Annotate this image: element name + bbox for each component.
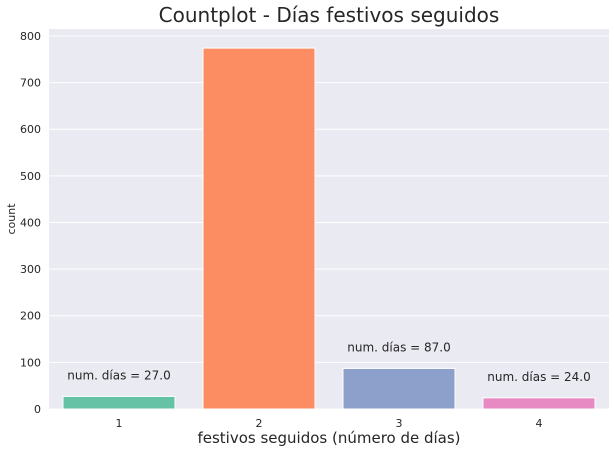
y-tick-label: 600: [20, 123, 41, 136]
data-labels: num. días = 27.0 num. días = 87.0 num. día…: [67, 340, 591, 383]
x-axis-label: festivos seguidos (número de días): [197, 429, 460, 447]
y-tick-label: 700: [20, 77, 41, 90]
y-axis-ticks: 0 100 200 300 400 500 600 700 800: [20, 30, 41, 416]
y-tick-label: 400: [20, 216, 41, 229]
y-tick-label: 100: [20, 356, 41, 369]
bar-2: [202, 47, 316, 410]
y-tick-label: 300: [20, 263, 41, 276]
x-tick-label: 4: [536, 417, 543, 430]
bar-4: [482, 397, 596, 410]
y-axis-label: count: [5, 203, 18, 235]
bar-3: [342, 367, 456, 410]
bar-1: [62, 395, 176, 410]
x-tick-label: 3: [396, 417, 403, 430]
y-tick-label: 500: [20, 170, 41, 183]
y-tick-label: 800: [20, 30, 41, 43]
x-tick-label: 2: [256, 417, 263, 430]
data-label-4: num. días = 24.0: [487, 370, 591, 384]
y-tick-label: 0: [34, 403, 41, 416]
x-tick-label: 1: [116, 417, 123, 430]
grid: [49, 35, 609, 410]
chart-title: Countplot - Días festivos seguidos: [159, 3, 500, 27]
data-label-1: num. días = 27.0: [67, 368, 171, 382]
data-label-3: num. días = 87.0: [347, 340, 451, 354]
x-axis-ticks: 1 2 3 4: [116, 417, 543, 430]
bars: [62, 47, 596, 410]
y-tick-label: 200: [20, 310, 41, 323]
plot-area: [49, 29, 609, 409]
